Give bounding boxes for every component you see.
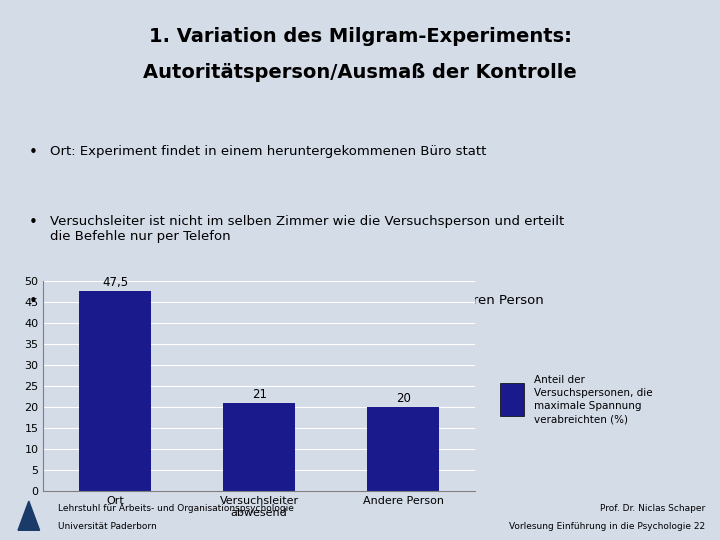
- Text: 20: 20: [396, 392, 410, 405]
- Text: 21: 21: [252, 388, 266, 401]
- Text: Vorlesung Einführung in die Psychologie 22: Vorlesung Einführung in die Psychologie …: [510, 522, 706, 531]
- Text: Autoritätsperson/Ausmaß der Kontrolle: Autoritätsperson/Ausmaß der Kontrolle: [143, 63, 577, 83]
- Polygon shape: [18, 501, 40, 530]
- Text: Lehrstuhl für Arbeits- und Organisationspsychologie: Lehrstuhl für Arbeits- und Organisations…: [58, 504, 294, 513]
- Text: •: •: [29, 294, 37, 309]
- Text: Versuchsleiter geht weg und überträgt die Autorität einer anderen Person: Versuchsleiter geht weg und überträgt di…: [50, 294, 544, 307]
- Text: Versuchsleiter ist nicht im selben Zimmer wie die Versuchsperson und erteilt
die: Versuchsleiter ist nicht im selben Zimme…: [50, 215, 564, 244]
- Bar: [79, 292, 151, 491]
- Bar: [223, 403, 295, 491]
- Text: 47,5: 47,5: [102, 276, 128, 289]
- Text: Ort: Experiment findet in einem heruntergekommenen Büro statt: Ort: Experiment findet in einem herunter…: [50, 145, 487, 158]
- Text: Anteil der
Versuchspersonen, die
maximale Spannung
verabreichten (%): Anteil der Versuchspersonen, die maximal…: [534, 375, 652, 424]
- Text: 1. Variation des Milgram-Experiments:: 1. Variation des Milgram-Experiments:: [148, 28, 572, 46]
- Text: Prof. Dr. Niclas Schaper: Prof. Dr. Niclas Schaper: [600, 504, 706, 513]
- Bar: [367, 407, 439, 491]
- Bar: [500, 383, 524, 416]
- Text: Universität Paderborn: Universität Paderborn: [58, 522, 156, 531]
- Text: •: •: [29, 145, 37, 159]
- Text: •: •: [29, 215, 37, 231]
